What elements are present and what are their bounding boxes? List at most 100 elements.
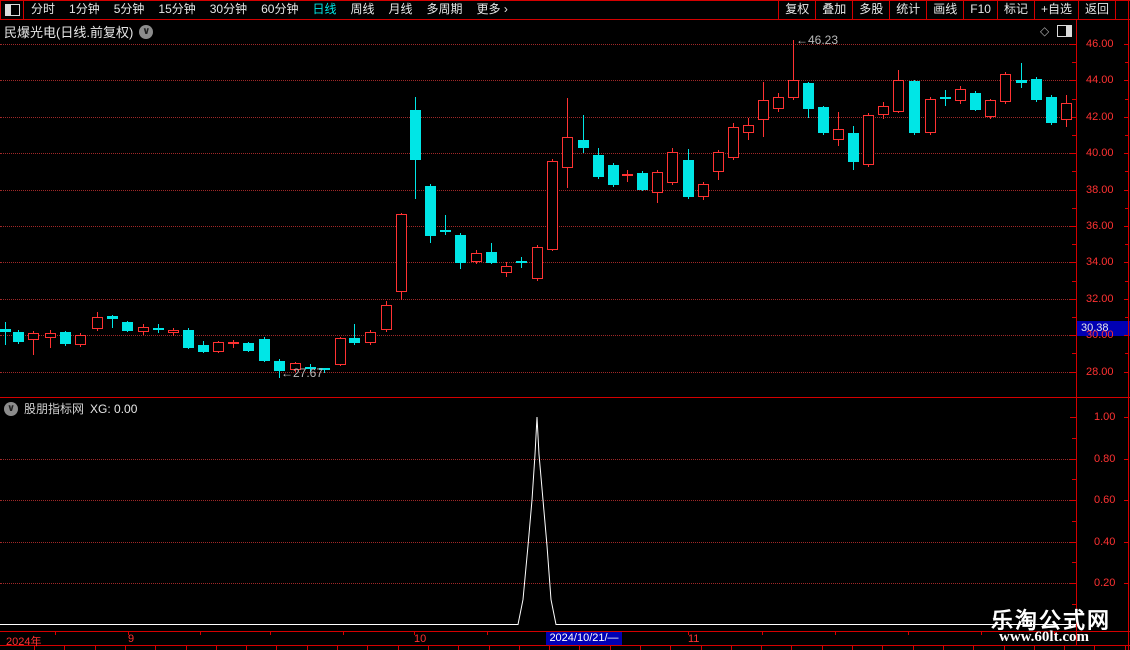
candle-body — [652, 172, 663, 194]
candle-wick — [793, 39, 794, 101]
candle-body — [985, 100, 996, 117]
bottom-strip-tick — [458, 646, 459, 650]
week-tick — [487, 631, 488, 635]
candle-body — [1016, 80, 1027, 84]
period-menu: 分时 1分钟 5分钟 15分钟 30分钟 60分钟 日线 周线 月线 多周期 更多 › — [24, 0, 515, 19]
price-annotation: ←27.67 — [281, 366, 324, 380]
price-gridline — [0, 335, 1076, 337]
menu-item-5分钟[interactable]: 5分钟 — [113, 2, 145, 16]
menu-item-日线[interactable]: 日线 — [312, 2, 337, 16]
price-axis-label: 46.00 — [1086, 38, 1114, 50]
candle-body — [970, 93, 981, 111]
menu-item-更多 ›[interactable]: 更多 › — [476, 2, 508, 16]
menu-item-月线[interactable]: 月线 — [388, 2, 413, 16]
price-edge-tick — [1125, 171, 1128, 173]
bottom-strip-tick — [367, 646, 368, 650]
bottom-strip-tick — [640, 646, 641, 650]
price-major-tick — [1070, 80, 1076, 82]
menu-item-周线[interactable]: 周线 — [350, 2, 375, 16]
candle-body — [698, 184, 709, 197]
menu-item-+自选[interactable]: +自选 — [1033, 0, 1078, 19]
indicator-spike-line — [0, 416, 1076, 625]
diamond-icon[interactable]: ◇ — [1040, 24, 1050, 38]
candle-wick — [50, 329, 51, 348]
candle-wick — [445, 215, 446, 236]
candle-body — [486, 252, 497, 264]
month-label[interactable]: 11 — [688, 633, 700, 645]
maximize-pane-button[interactable] — [1057, 25, 1072, 37]
menu-item-复权[interactable]: 复权 — [778, 0, 815, 19]
price-major-tick — [1070, 226, 1076, 227]
menu-item-画线[interactable]: 画线 — [926, 0, 963, 19]
candle-body — [153, 327, 164, 330]
bottom-strip-tick — [913, 646, 914, 650]
indicator-axis-label: 0.60 — [1094, 494, 1116, 506]
bottom-strip-tick — [246, 646, 247, 650]
menu-item-标记[interactable]: 标记 — [996, 0, 1034, 19]
candle-wick — [112, 315, 113, 328]
menu-item-F10[interactable]: F10 — [963, 0, 997, 19]
price-minor-tick — [1072, 207, 1076, 209]
month-label[interactable]: 9 — [128, 633, 135, 645]
candle-body — [75, 335, 86, 346]
menu-item-多周期[interactable]: 多周期 — [426, 2, 463, 16]
indicator-major-tick — [1070, 541, 1076, 543]
price-edge-tick — [1124, 44, 1128, 45]
price-edge-tick — [1124, 116, 1128, 118]
menu-item-返回[interactable]: 返回 — [1077, 0, 1116, 19]
chevron-down-icon[interactable]: ∨ — [4, 401, 18, 416]
menu-item-统计[interactable]: 统计 — [889, 0, 926, 19]
candle-body — [13, 332, 24, 343]
menu-item-多股[interactable]: 多股 — [852, 0, 889, 19]
menu-item-60分钟[interactable]: 60分钟 — [261, 2, 299, 16]
bottom-strip-tick — [973, 646, 974, 650]
price-edge-tick — [1124, 226, 1128, 227]
indicator-value: XG: 0.00 — [90, 401, 138, 416]
bottom-strip-tick — [276, 646, 277, 650]
candle-body — [803, 83, 814, 109]
menu-item-30分钟[interactable]: 30分钟 — [209, 2, 248, 16]
chevron-down-icon[interactable]: ∨ — [139, 24, 154, 39]
candle-body — [893, 80, 904, 113]
week-tick — [981, 631, 982, 635]
candle-body — [713, 152, 724, 173]
price-gridline — [0, 44, 1076, 45]
bottom-strip-tick — [1004, 646, 1005, 650]
selected-date-box: 2024/10/21/— — [546, 632, 622, 645]
candle-wick — [5, 322, 6, 346]
price-axis-label: 30.00 — [1086, 329, 1114, 342]
price-edge-tick — [1125, 244, 1128, 246]
bottom-strip-tick — [701, 646, 702, 650]
candle-body — [228, 342, 239, 345]
bottom-strip-tick — [155, 646, 156, 650]
price-axis-label: 28.00 — [1086, 365, 1114, 378]
week-tick — [200, 631, 201, 635]
candle-body — [608, 165, 619, 186]
menu-item-15分钟[interactable]: 15分钟 — [158, 2, 196, 16]
bottom-strip-tick — [398, 646, 399, 650]
candle-body — [578, 140, 589, 148]
candle-body — [365, 332, 376, 344]
price-gridline — [0, 226, 1076, 227]
menu-item-叠加[interactable]: 叠加 — [815, 0, 852, 19]
month-label[interactable]: 10 — [414, 633, 427, 645]
candle-body — [532, 246, 543, 279]
panel-divider — [0, 397, 1130, 398]
menu-item-分时[interactable]: 分时 — [31, 2, 56, 16]
split-window-button[interactable] — [0, 0, 24, 20]
week-tick — [688, 631, 689, 635]
indicator-name[interactable]: 股朋指标网 — [24, 402, 85, 416]
price-axis-label: 34.00 — [1086, 256, 1114, 269]
price-edge-tick — [1125, 207, 1128, 209]
menu-item-1分钟[interactable]: 1分钟 — [69, 2, 100, 16]
bottom-strip-tick — [852, 646, 853, 650]
price-edge-tick — [1124, 262, 1128, 264]
candle-body — [940, 96, 951, 99]
candle-body — [501, 266, 512, 274]
week-tick — [908, 631, 909, 635]
price-axis-label: 42.00 — [1086, 110, 1114, 123]
indicator-minor-tick — [1072, 520, 1076, 522]
indicator-major-tick — [1070, 458, 1076, 460]
indicator-gridline — [0, 583, 1076, 584]
price-gridline — [0, 371, 1076, 373]
